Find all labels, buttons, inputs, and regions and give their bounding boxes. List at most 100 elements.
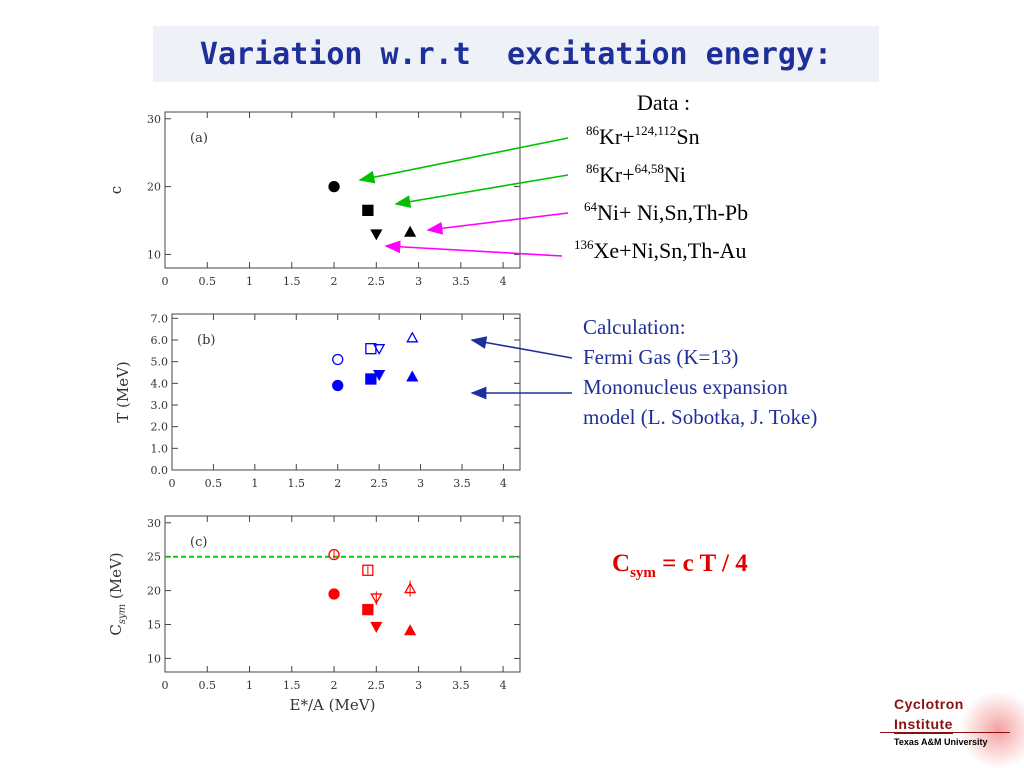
x-tick-label: 0	[162, 679, 169, 692]
legend-entry-kr-ni: 86Kr+64,58Ni	[586, 162, 686, 188]
logo-line-1: Cyclotron	[894, 696, 964, 712]
logo-line-3: Texas A&M University	[894, 737, 988, 747]
x-tick-label: 0.5	[199, 679, 217, 692]
formula-c: C	[612, 550, 631, 577]
legend-entry-ni-mass: 64	[584, 199, 597, 214]
x-tick-label: 4	[500, 477, 507, 490]
data-point-triangle-up-filled	[406, 370, 419, 382]
panel-label: (c)	[190, 535, 207, 550]
x-tick-label: 0	[169, 477, 176, 490]
legend-entry-kr-ni-mass: 86	[586, 161, 599, 176]
plot-frame	[164, 515, 521, 673]
y-axis-label-sub: sym	[117, 604, 128, 624]
y-axis-label: Csym (MeV)	[107, 552, 128, 635]
x-tick-label: 1	[246, 275, 253, 288]
cyclotron-institute-logo: Cyclotron Institute Texas A&M University	[880, 692, 1024, 768]
y-tick-label: 20	[147, 181, 161, 194]
arrow-ni	[426, 212, 569, 235]
calculation-heading: Calculation:	[583, 315, 686, 339]
arrow-kr-ni	[394, 174, 569, 208]
y-tick-label: 7.0	[151, 312, 169, 325]
x-tick-label: 2.5	[368, 679, 386, 692]
x-tick-label: 3.5	[453, 477, 471, 490]
slide-title: Variation w.r.t excitation energy:	[199, 36, 833, 72]
x-tick-label: 3.5	[452, 679, 470, 692]
x-tick-label: 1	[246, 679, 253, 692]
y-tick-label: 20	[147, 585, 161, 598]
y-axis-label-unit: (MeV)	[107, 552, 125, 604]
data-point-square-filled	[365, 373, 377, 385]
legend-entry-kr-ni-a: Kr+	[599, 162, 635, 187]
y-tick-label: 1.0	[151, 442, 169, 455]
legend-entry-ni: 64Ni+ Ni,Sn,Th-Pb	[584, 200, 748, 226]
legend-entry-ni-a: Ni+ Ni,Sn,Th-Pb	[597, 200, 749, 225]
legend-entry-kr-sn-a: Kr+	[599, 124, 635, 149]
y-tick-label: 30	[147, 517, 161, 530]
panel-label: (a)	[190, 131, 208, 146]
data-point-triangle-down-open	[370, 593, 383, 605]
csym-formula: Csym = c T / 4	[612, 550, 748, 582]
y-tick-label: 15	[147, 619, 161, 632]
x-tick-label: 0.5	[205, 477, 223, 490]
y-tick-label: 4.0	[151, 377, 169, 390]
y-tick-label: 2.0	[151, 421, 169, 434]
data-point-triangle-up-open	[404, 582, 417, 594]
formula-rest: = c T / 4	[655, 550, 748, 577]
panel-b: 0 0.5 1 1.5 2 2.5 3 3.5 4 0.0 1.0 2.0 3.0 4.0 5.0 6.0 7.…	[114, 312, 521, 490]
calculation-model: model (L. Sobotka, J. Toke)	[583, 405, 818, 429]
title-banner: Variation w.r.t excitation energy:	[153, 26, 879, 82]
legend-entry-kr-sn-b: Sn	[676, 124, 700, 149]
x-tick-label: 3	[415, 275, 422, 288]
plot-frame	[164, 111, 521, 269]
y-tick-label: 25	[147, 551, 161, 564]
x-tick-label: 2.5	[368, 275, 386, 288]
data-point-triangle-down-filled	[370, 621, 383, 633]
panel-label: (b)	[197, 333, 215, 348]
calculation-note: Calculation: Fermi Gas (K=13) Mononucleu…	[583, 312, 817, 432]
data-point-triangle-down-filled	[373, 370, 386, 382]
data-point-square-filled	[362, 603, 374, 616]
y-axis-label: T (MeV)	[114, 361, 132, 423]
x-tick-label: 1.5	[288, 477, 306, 490]
calculation-fermi-gas: Fermi Gas (K=13)	[583, 345, 739, 369]
legend-entry-xe: 136Xe+Ni,Sn,Th-Au	[574, 238, 746, 264]
legend-entry-xe-mass: 136	[574, 237, 594, 252]
data-point-circle-filled	[328, 588, 340, 600]
x-tick-label: 4	[500, 275, 507, 288]
logo-line-2: Institute	[894, 716, 953, 734]
data-point-circle-filled	[328, 180, 340, 193]
y-tick-label: 3.0	[151, 399, 169, 412]
data-point-circle-open	[332, 353, 344, 366]
panel-c: 0 0.5 1 1.5 2 2.5 3 3.5 4 10 15 20 25 30 (c) Csym (MeV)…	[107, 515, 521, 714]
x-tick-label: 1	[251, 477, 258, 490]
data-point-triangle-down-open	[373, 344, 386, 356]
data-point-triangle-down-filled	[370, 229, 383, 241]
y-tick-label: 6.0	[151, 334, 169, 347]
y-tick-label: 10	[147, 248, 161, 261]
calculation-mononucleus: Mononucleus expansion	[583, 375, 788, 399]
x-tick-label: 2	[331, 275, 338, 288]
arrow-fermi-gas	[470, 336, 573, 359]
x-tick-label: 2.5	[370, 477, 388, 490]
y-tick-label: 30	[147, 113, 161, 126]
legend-entry-kr-sn-mass: 86	[586, 123, 599, 138]
data-point-circle-filled	[332, 379, 344, 392]
x-tick-label: 3	[415, 679, 422, 692]
y-tick-label: 5.0	[151, 356, 169, 369]
legend-entry-kr-sn: 86Kr+124,112Sn	[586, 124, 700, 150]
data-point-triangle-up-filled	[404, 624, 417, 636]
x-tick-label: 1.5	[283, 275, 301, 288]
data-point-triangle-up-filled	[404, 225, 417, 237]
legend-heading: Data :	[637, 90, 691, 115]
y-tick-label: 0.0	[151, 464, 169, 477]
legend-entry-xe-a: Xe+Ni,Sn,Th-Au	[593, 238, 747, 263]
plot-frame	[171, 313, 521, 471]
data-point-circle-open	[328, 549, 340, 561]
y-tick-label: 10	[147, 652, 161, 665]
data-point-square-filled	[362, 204, 374, 216]
legend-entry-kr-ni-b: Ni	[663, 162, 686, 187]
legend-entry-kr-sn-sup: 124,112	[634, 123, 677, 138]
x-tick-label: 2	[331, 679, 338, 692]
formula-sub: sym	[630, 565, 656, 581]
